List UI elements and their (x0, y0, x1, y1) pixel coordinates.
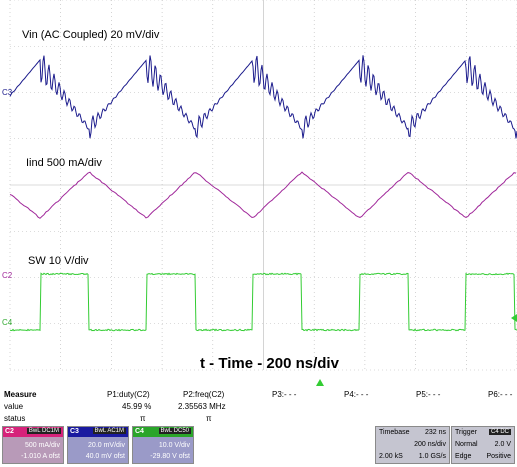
timebase-delay: 232 ns (425, 429, 446, 436)
scope-screen: Vin (AC Coupled) 20 mV/div Iind 500 mA/d… (0, 0, 517, 386)
row-label-value: value (4, 402, 23, 411)
timebase-samples: 2.00 kS (379, 453, 403, 460)
channel-c4-offset: -29.80 V ofst (150, 453, 190, 460)
vin-label: Vin (AC Coupled) 20 mV/div (22, 29, 160, 41)
channel-c2-coupling: BwL DC1M (27, 428, 61, 434)
p1-value: 45.99 % (122, 402, 151, 411)
channel-c3-scale: 20.0 mV/div (88, 442, 125, 449)
c3-marker: C3 (2, 88, 13, 97)
channel-c4-scale: 10.0 V/div (159, 442, 190, 449)
channel-c4-box[interactable]: C4 BwL DC50 10.0 V/div -29.80 V ofst (132, 426, 194, 464)
channel-c3-coupling: BwL AC1M (93, 428, 126, 434)
time-axis-label: t - Time - 200 ns/div (200, 355, 340, 372)
row-label-status: status (4, 414, 25, 423)
status-bar: C2 BwL DC1M 500 mA/div -1.010 A ofst C3 … (0, 426, 517, 467)
trigger-level-marker (511, 314, 517, 322)
measure-panel: Measure value status P1:duty(C2) 45.99 %… (0, 386, 517, 426)
trigger-channel: C4 DC (489, 429, 511, 435)
trigger-slope: Positive (486, 453, 511, 460)
measure-title: Measure (4, 390, 36, 399)
iind-label: Iind 500 mA/div (26, 157, 102, 169)
timebase-scale: 200 ns/div (414, 441, 446, 448)
channel-c3-header: C3 BwL AC1M (68, 427, 128, 437)
channel-c2-header: C2 BwL DC1M (3, 427, 63, 437)
trigger-level: 2.0 V (495, 441, 511, 448)
sw-label: SW 10 V/div (28, 255, 89, 267)
timebase-rate: 1.0 GS/s (419, 453, 446, 460)
p2-status: π (206, 414, 212, 423)
trigger-position-marker (316, 379, 324, 386)
waveform-plot: Vin (AC Coupled) 20 mV/div Iind 500 mA/d… (0, 0, 517, 386)
trigger-box[interactable]: Trigger C4 DC Normal 2.0 V Edge Positive (451, 426, 515, 464)
trigger-label: Trigger (455, 429, 477, 436)
channel-c2-offset: -1.010 A ofst (21, 453, 60, 460)
trigger-type: Edge (455, 453, 471, 460)
channel-c4-name: C4 (135, 428, 144, 435)
channel-c4-header: C4 BwL DC50 (133, 427, 193, 437)
c2-marker: C2 (2, 271, 13, 280)
channel-c4-coupling: BwL DC50 (159, 428, 191, 434)
p4-head[interactable]: P4:- - - (344, 390, 368, 399)
p1-status: π (140, 414, 146, 423)
channel-c2-scale: 500 mA/div (25, 442, 60, 449)
timebase-box[interactable]: Timebase 232 ns 200 ns/div 2.00 kS 1.0 G… (375, 426, 450, 464)
iind-trace (10, 172, 516, 218)
channel-c3-name: C3 (70, 428, 79, 435)
timebase-label: Timebase (379, 429, 409, 436)
p6-head[interactable]: P6:- - - (488, 390, 512, 399)
p1-head[interactable]: P1:duty(C2) (107, 390, 150, 399)
channel-c2-box[interactable]: C2 BwL DC1M 500 mA/div -1.010 A ofst (2, 426, 64, 464)
p2-value: 2.35563 MHz (178, 402, 226, 411)
channel-c3-box[interactable]: C3 BwL AC1M 20.0 mV/div 40.0 mV ofst (67, 426, 129, 464)
trigger-mode: Normal (455, 441, 478, 448)
p5-head[interactable]: P5:- - - (416, 390, 440, 399)
p2-head[interactable]: P2:freq(C2) (183, 390, 224, 399)
grid (10, 0, 517, 370)
c4-marker: C4 (2, 318, 13, 327)
channel-c2-name: C2 (5, 428, 14, 435)
channel-c3-offset: 40.0 mV ofst (86, 453, 125, 460)
p3-head[interactable]: P3:- - - (272, 390, 296, 399)
